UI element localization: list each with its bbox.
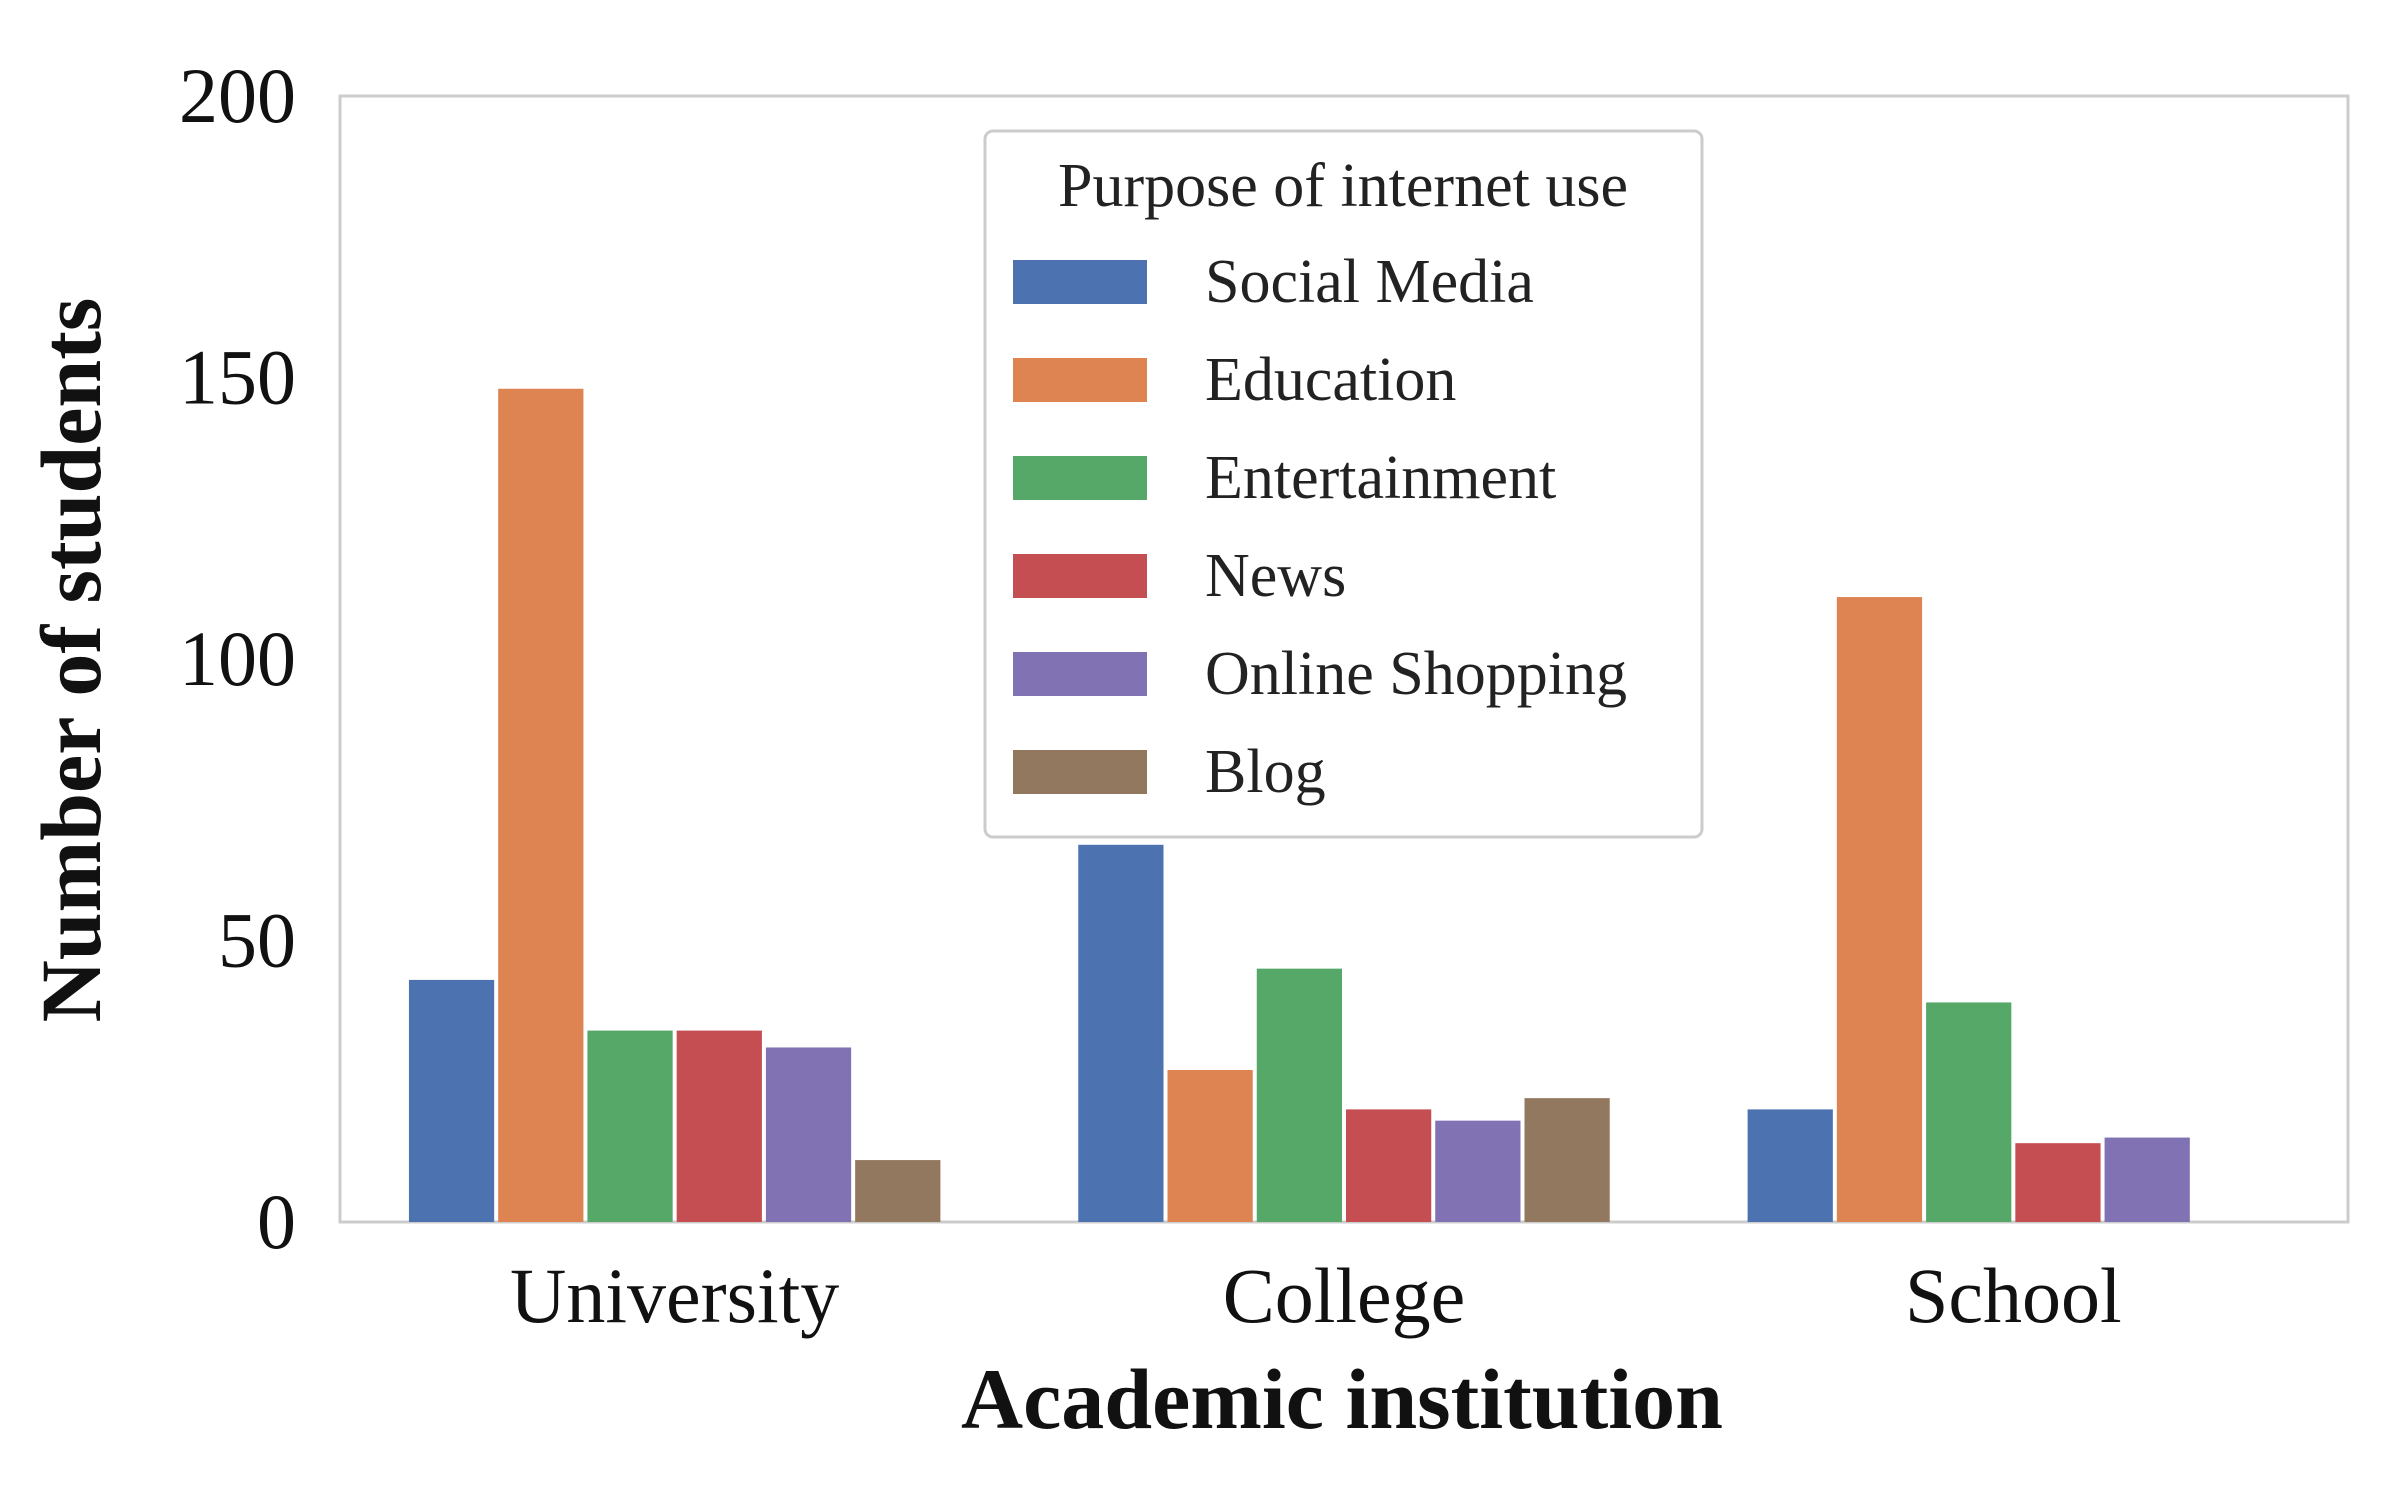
bar-education-college xyxy=(1167,1069,1253,1222)
legend-swatch-online-shopping xyxy=(1013,652,1147,696)
legend-swatch-social-media xyxy=(1013,260,1147,304)
y-axis-ticks: 0 50 100 150 200 xyxy=(179,52,296,1265)
legend-swatch-news xyxy=(1013,554,1147,598)
bars-layer xyxy=(408,388,2190,1222)
y-tick-label: 150 xyxy=(179,334,296,421)
y-tick-label: 50 xyxy=(218,897,296,984)
legend-label-blog: Blog xyxy=(1205,738,1326,806)
legend-box xyxy=(983,129,1704,839)
bar-online-shopping-school xyxy=(2104,1137,2190,1222)
bar-blog-university xyxy=(855,1160,941,1222)
bar-social-media-university xyxy=(408,979,495,1222)
legend-items: Social Media Education Entertainment News On… xyxy=(1013,248,1627,806)
bar-news-school xyxy=(2015,1143,2101,1222)
legend: Purpose of internet use Social Media Educ… xyxy=(983,129,1704,839)
bar-social-media-college xyxy=(1078,844,1164,1222)
bar-online-shopping-university xyxy=(765,1047,852,1222)
legend-swatch-blog xyxy=(1013,750,1147,794)
x-tick-label: School xyxy=(1905,1252,2122,1339)
legend-label-social-media: Social Media xyxy=(1205,248,1534,316)
bar-online-shopping-college xyxy=(1435,1120,1521,1222)
legend-label-online-shopping: Online Shopping xyxy=(1205,640,1627,708)
plot-border xyxy=(338,94,2350,1224)
bar-entertainment-college xyxy=(1256,968,1342,1222)
bar-education-school xyxy=(1836,597,1923,1222)
bar-entertainment-school xyxy=(1926,1002,2012,1222)
bar-education-university xyxy=(498,388,584,1222)
y-tick-label: 0 xyxy=(257,1178,296,1265)
legend-label-news: News xyxy=(1205,542,1346,610)
x-axis-ticks: University College School xyxy=(510,1252,2122,1339)
legend-swatch-education xyxy=(1013,358,1147,402)
bar-blog-college xyxy=(1524,1098,1610,1222)
bar-news-college xyxy=(1346,1109,1432,1222)
y-axis-title: Number of students xyxy=(23,298,119,1023)
legend-swatch-entertainment xyxy=(1013,456,1147,500)
x-tick-label: University xyxy=(510,1252,839,1339)
legend-label-education: Education xyxy=(1205,346,1456,414)
y-tick-label: 200 xyxy=(179,52,296,139)
legend-title: Purpose of internet use xyxy=(1058,152,1628,220)
bar-news-university xyxy=(676,1030,762,1222)
y-tick-label: 100 xyxy=(179,615,296,702)
bar-entertainment-university xyxy=(587,1030,673,1222)
legend-label-entertainment: Entertainment xyxy=(1205,444,1556,512)
plot-frame xyxy=(338,94,2350,1224)
bar-social-media-school xyxy=(1747,1109,1833,1222)
x-axis-title: Academic institution xyxy=(961,1351,1723,1447)
x-tick-label: College xyxy=(1223,1252,1466,1339)
